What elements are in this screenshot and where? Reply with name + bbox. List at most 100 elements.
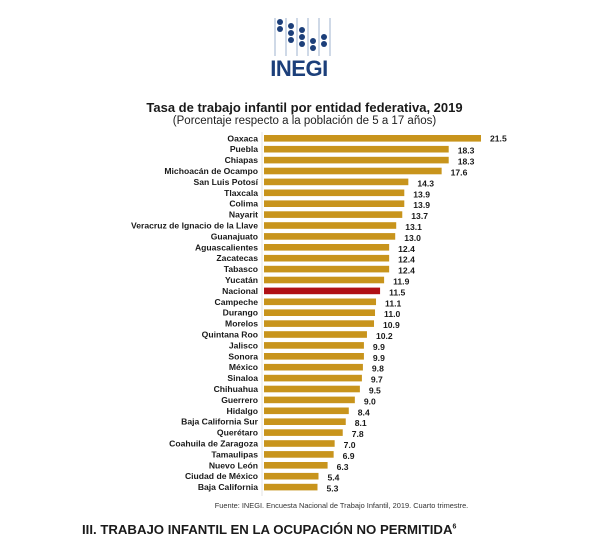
category-label: Tabasco — [224, 264, 258, 274]
value-label: 13.0 — [404, 233, 421, 243]
category-label: Veracruz de Ignacio de la Llave — [131, 221, 258, 231]
bar — [264, 374, 362, 382]
value-label: 21.5 — [490, 133, 507, 143]
bar — [264, 320, 375, 327]
bar — [264, 135, 481, 142]
category-label: Guanajuato — [211, 231, 258, 241]
bar — [264, 298, 377, 306]
category-label: Chihuahua — [214, 384, 259, 394]
bar — [264, 396, 355, 404]
bar — [264, 178, 409, 186]
category-label: Puebla — [230, 144, 258, 154]
bar — [264, 145, 449, 153]
section-heading-text: III. TRABAJO INFANTIL EN LA OCUPACIÓN NO… — [82, 522, 453, 537]
value-label: 9.7 — [371, 375, 383, 385]
category-label: Ciudad de México — [185, 471, 258, 481]
value-label: 11.1 — [385, 298, 401, 308]
bar — [264, 385, 360, 393]
value-label: 6.9 — [343, 451, 355, 461]
bar — [264, 429, 343, 436]
category-label: México — [229, 362, 258, 372]
chart-source: Fuente: INEGI. Encuesta Nacional de Trab… — [214, 501, 469, 510]
bar — [264, 167, 442, 175]
footnote-marker: 6 — [452, 523, 457, 531]
value-label: 7.8 — [352, 429, 364, 439]
value-label: 9.0 — [364, 396, 376, 406]
value-label: 13.7 — [411, 211, 428, 221]
value-label: 13.1 — [405, 222, 422, 232]
bar — [264, 331, 367, 338]
chart-title: Tasa de trabajo infantil por entidad fed… — [146, 100, 463, 115]
category-label: Sinaloa — [227, 373, 258, 383]
bar-nacional — [264, 287, 381, 295]
value-label: 7.0 — [344, 440, 356, 450]
category-label: Michoacán de Ocampo — [164, 166, 258, 176]
bar — [264, 353, 364, 360]
inegi-logo-icon — [274, 18, 331, 56]
bar — [264, 418, 346, 425]
bar — [264, 254, 390, 262]
category-label: San Luis Potosí — [194, 177, 259, 187]
category-label: Nayarit — [229, 210, 258, 220]
bar — [264, 156, 449, 164]
category-label: Nacional — [222, 286, 258, 296]
value-label: 13.9 — [413, 200, 430, 210]
category-label: Yucatán — [225, 275, 258, 285]
value-label: 8.4 — [358, 407, 370, 417]
category-label: Baja California Sur — [181, 417, 259, 427]
value-label: 6.3 — [337, 462, 349, 472]
value-label: 12.4 — [398, 255, 415, 265]
category-label: Morelos — [225, 319, 258, 329]
bars-group: Oaxaca 21.5 Puebla 18.3 Chiapas 18.3 Michoacán… — [131, 133, 507, 493]
value-label: 8.1 — [355, 418, 367, 428]
category-label: Jalisco — [229, 340, 258, 350]
value-label: 12.4 — [398, 244, 415, 254]
category-label: Querétaro — [217, 428, 258, 438]
value-label: 10.9 — [383, 320, 400, 330]
bar — [264, 233, 396, 240]
inegi-logo-text: INEGI — [270, 56, 328, 81]
category-label: Colima — [229, 199, 258, 209]
value-label: 18.3 — [458, 157, 475, 167]
bar — [264, 276, 385, 284]
bar — [264, 472, 319, 480]
value-label: 10.2 — [376, 331, 393, 341]
bar — [264, 407, 349, 415]
category-label: Zacatecas — [216, 253, 258, 263]
bar — [264, 222, 397, 229]
category-label: Nuevo León — [209, 460, 258, 470]
value-label: 14.3 — [417, 178, 434, 188]
bar — [264, 189, 405, 197]
bar — [264, 451, 334, 458]
bar — [264, 483, 318, 491]
category-label: Hidalgo — [226, 406, 258, 416]
category-label: Aguascalientes — [195, 242, 258, 252]
category-label: Tlaxcala — [224, 188, 258, 198]
bar — [264, 200, 405, 207]
section-heading: III. TRABAJO INFANTIL EN LA OCUPACIÓN NO… — [82, 522, 456, 537]
value-label: 5.4 — [328, 473, 340, 483]
value-label: 9.5 — [369, 386, 381, 396]
category-label: Quintana Roo — [202, 330, 258, 340]
category-label: Tamaulipas — [211, 449, 258, 459]
value-label: 18.3 — [458, 146, 475, 156]
category-label: Durango — [223, 308, 258, 318]
value-label: 11.5 — [389, 287, 405, 297]
bar-chart: Oaxaca 21.5 Puebla 18.3 Chiapas 18.3 Michoacán… — [131, 132, 507, 496]
category-label: Sonora — [228, 351, 258, 361]
value-label: 12.4 — [398, 266, 415, 276]
chart-subtitle: (Porcentaje respecto a la población de 5… — [172, 115, 437, 127]
value-label: 11.0 — [384, 309, 400, 319]
value-label: 9.9 — [373, 342, 385, 352]
bar — [264, 265, 390, 273]
value-label: 11.9 — [393, 277, 409, 287]
bar — [264, 211, 403, 218]
category-label: Chiapas — [225, 155, 259, 165]
value-label: 5.3 — [326, 484, 338, 494]
value-label: 9.8 — [372, 364, 384, 374]
bar — [264, 309, 376, 316]
category-label: Campeche — [215, 297, 259, 307]
bar — [264, 363, 363, 371]
category-label: Coahuila de Zaragoza — [169, 439, 258, 449]
bar — [264, 462, 328, 469]
